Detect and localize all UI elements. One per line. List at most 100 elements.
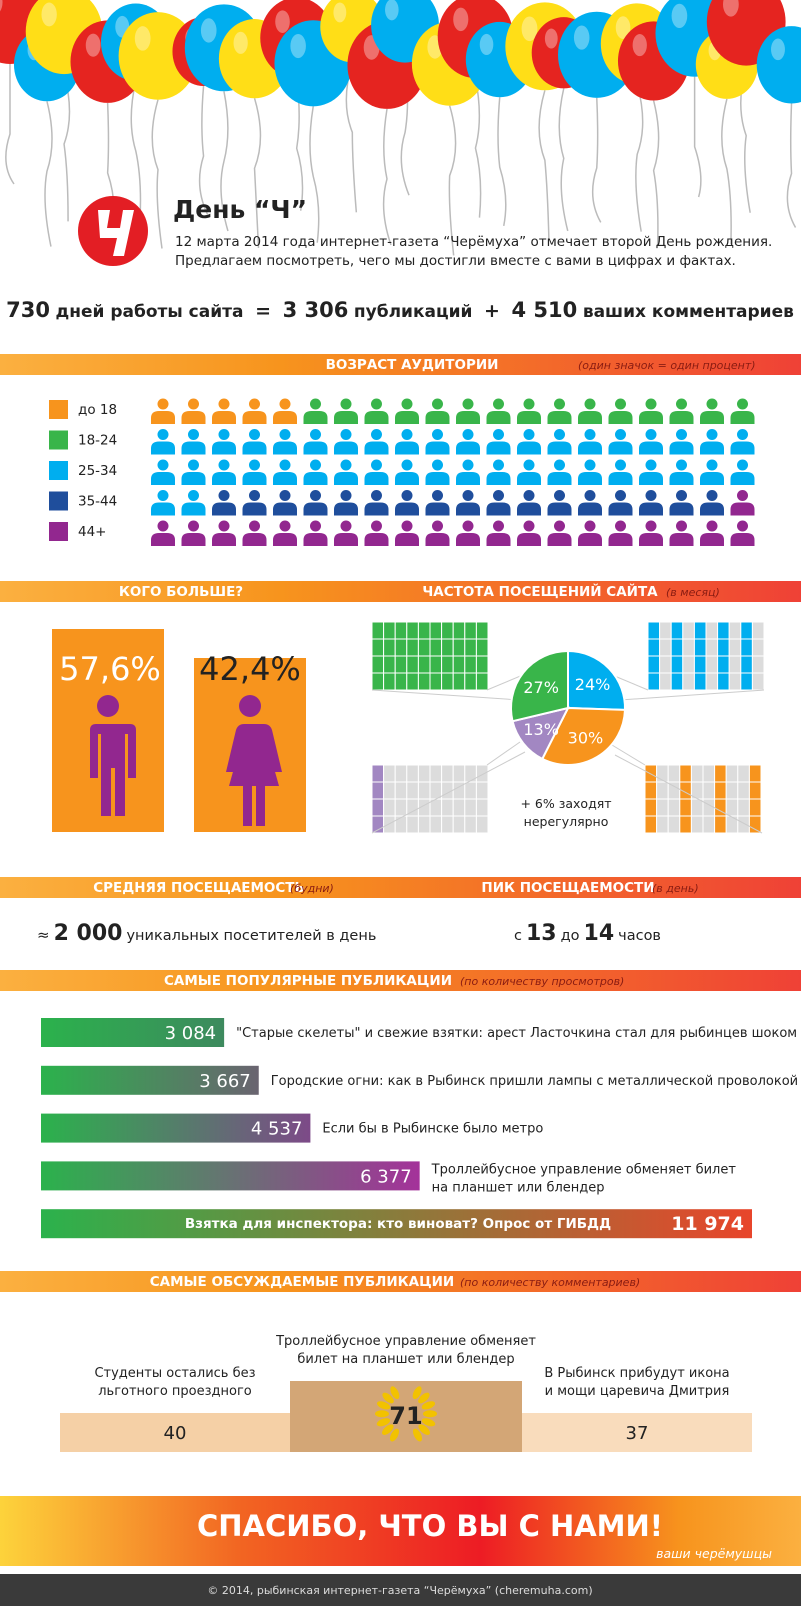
freq-cell	[429, 638, 443, 657]
age-icon	[608, 459, 633, 485]
summary-number: 4 510	[511, 298, 577, 322]
icon-body	[425, 472, 450, 485]
icon-body	[456, 411, 480, 424]
section-bar	[0, 877, 801, 898]
icon-body	[547, 411, 572, 424]
icon-body	[303, 411, 328, 424]
freq-cell	[748, 798, 762, 817]
age-icon	[364, 459, 389, 485]
section-bar	[0, 354, 801, 375]
age-icon	[456, 520, 480, 546]
age-icon	[425, 398, 450, 424]
icon-head	[584, 429, 596, 440]
icon-body	[700, 441, 724, 455]
freq-cell	[394, 764, 408, 783]
icon-head	[645, 520, 657, 532]
freq-cell	[682, 672, 695, 691]
freq-cell	[383, 638, 396, 657]
freq-cell	[656, 781, 669, 800]
freq-cell	[464, 638, 477, 657]
icon-head	[706, 459, 718, 471]
icon-body	[151, 502, 175, 516]
icon-body	[700, 502, 724, 516]
icon-head	[523, 520, 535, 532]
age-icon	[364, 490, 389, 516]
popular-title: Если бы в Рыбинске было метро	[322, 1122, 543, 1137]
icon-head	[584, 398, 596, 410]
freq-cell	[679, 798, 692, 817]
icon-body	[608, 533, 633, 546]
freq-cell	[406, 764, 419, 783]
section-bar	[0, 970, 801, 991]
age-icon	[212, 459, 236, 485]
section-note: (по количеству просмотров)	[460, 975, 624, 988]
age-icon	[517, 490, 541, 516]
icon-body	[700, 533, 724, 546]
icon-body	[517, 533, 541, 546]
pie-label: 13%	[523, 720, 559, 739]
age-icon	[212, 429, 236, 455]
freq-cell	[429, 781, 443, 800]
discussed-title: В Рыбинск прибудут икона	[544, 1366, 729, 1381]
age-icon	[334, 459, 358, 485]
icon-head	[676, 398, 687, 410]
age-icon	[181, 459, 206, 485]
freq-cell	[751, 655, 765, 674]
icon-head	[188, 398, 199, 410]
freq-cell	[371, 621, 385, 640]
freq-cell	[371, 655, 385, 674]
connector	[611, 744, 646, 766]
freq-cell	[394, 672, 408, 691]
icon-body	[456, 472, 480, 485]
section-note: (в день)	[652, 882, 699, 895]
freq-cell	[475, 764, 489, 783]
freq-cell	[682, 621, 695, 640]
wreath-leaf	[382, 1424, 394, 1435]
freq-cell	[371, 764, 385, 783]
icon-head	[157, 490, 169, 501]
icon-body	[181, 533, 206, 546]
freq-cell	[452, 798, 466, 817]
freq-cell	[737, 815, 750, 834]
icon-head	[340, 398, 352, 410]
age-icon	[181, 429, 206, 455]
legend-swatch	[49, 430, 68, 450]
stat-part: часов	[618, 928, 661, 944]
freq-cell	[475, 672, 489, 691]
icon-head	[218, 429, 230, 440]
freq-cell	[679, 764, 692, 783]
popular-value: 3 084	[165, 1023, 217, 1044]
freq-cell	[383, 815, 396, 834]
freq-cell	[659, 621, 672, 640]
icon-head	[523, 490, 535, 501]
freq-cell	[452, 655, 466, 674]
icon-head	[523, 429, 535, 440]
freq-cell	[737, 781, 750, 800]
age-icon	[486, 520, 511, 546]
freq-cell	[394, 621, 408, 640]
icon-body	[730, 533, 755, 546]
icon-body	[303, 441, 328, 455]
icon-head	[645, 429, 657, 440]
icon-head	[279, 490, 291, 501]
icon-body	[608, 502, 633, 516]
age-icon	[334, 520, 358, 546]
freq-cell	[748, 781, 762, 800]
balloon-string	[652, 100, 660, 246]
discussed-count: 71	[389, 1402, 422, 1430]
icon-body	[486, 533, 511, 546]
icon-body	[395, 533, 419, 546]
icon-head	[401, 520, 413, 532]
balloon-string	[253, 98, 262, 248]
freq-cell	[464, 655, 477, 674]
icon-head	[554, 520, 565, 532]
stat-part: 2 000	[54, 921, 123, 946]
icon-head	[340, 429, 352, 440]
icon-body	[669, 411, 694, 424]
icon-body	[730, 502, 755, 516]
freq-cell	[659, 655, 672, 674]
age-icon	[608, 398, 633, 424]
icon-head	[676, 490, 687, 501]
